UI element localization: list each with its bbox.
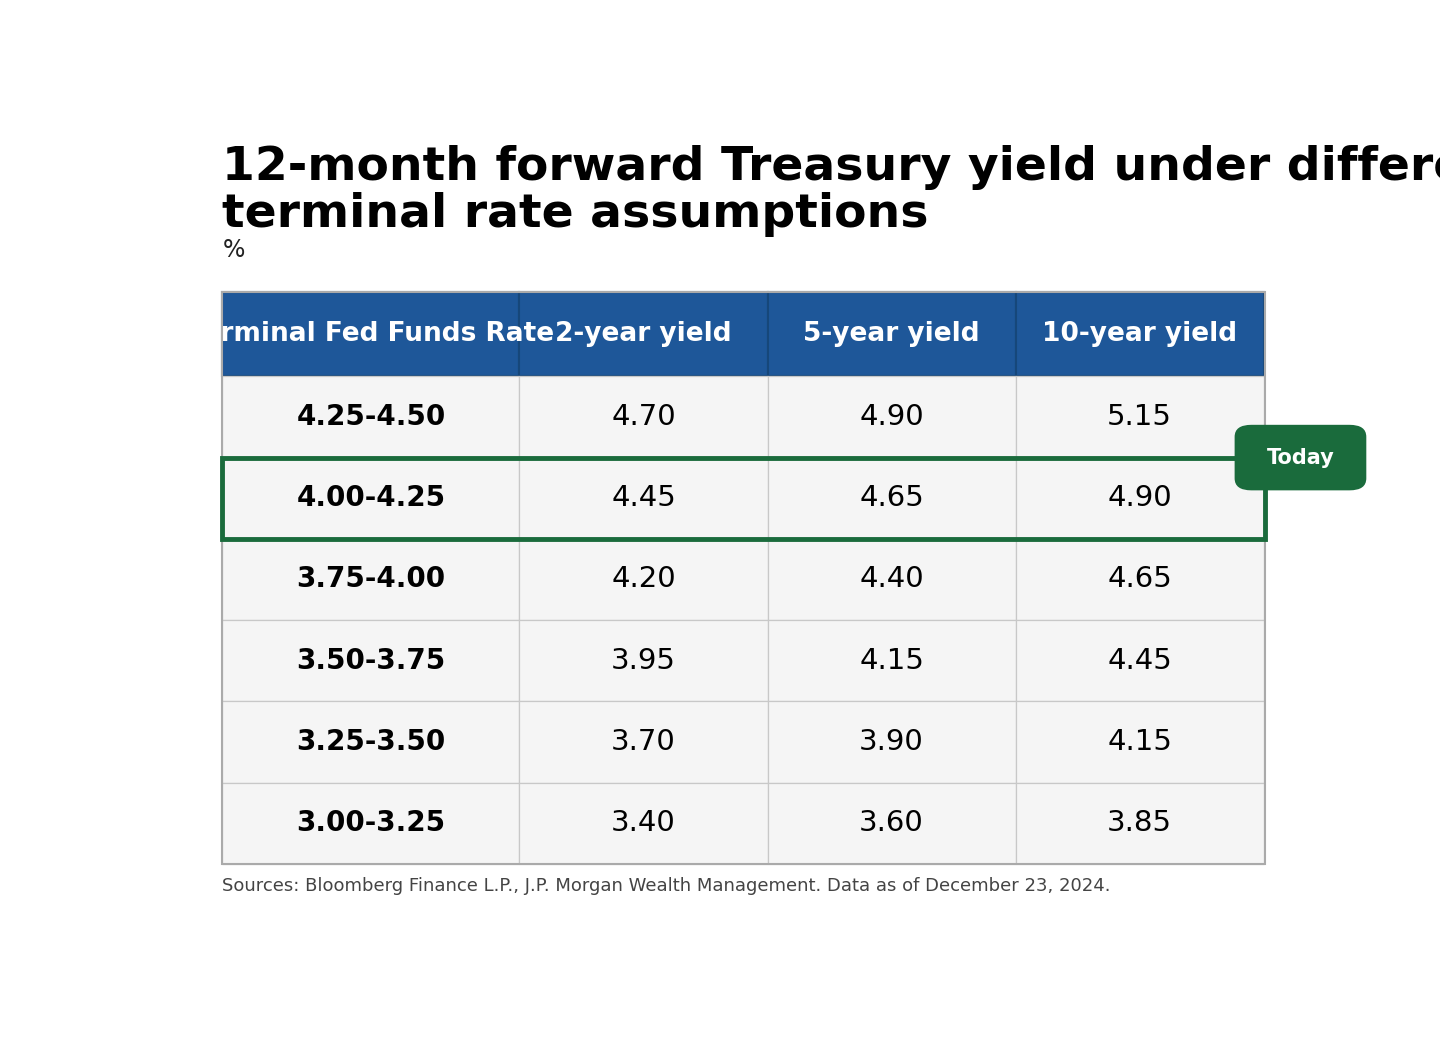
Bar	[768, 293, 1015, 377]
Text: 3.70: 3.70	[611, 728, 675, 756]
Text: 4.45: 4.45	[1107, 647, 1172, 675]
Text: 3.25-3.50: 3.25-3.50	[297, 728, 445, 756]
Text: 4.40: 4.40	[860, 566, 924, 594]
Bar	[520, 702, 768, 783]
Bar	[520, 783, 768, 864]
Bar	[1015, 293, 1264, 377]
Bar	[520, 539, 768, 620]
Text: terminal rate assumptions: terminal rate assumptions	[222, 192, 929, 238]
Bar	[222, 783, 520, 864]
Bar	[768, 702, 1015, 783]
Bar	[768, 458, 1015, 539]
Text: 10-year yield: 10-year yield	[1043, 322, 1237, 348]
Bar	[222, 458, 520, 539]
Bar	[1015, 620, 1264, 702]
Text: 2-year yield: 2-year yield	[556, 322, 732, 348]
Text: 4.20: 4.20	[611, 566, 675, 594]
Bar	[1015, 539, 1264, 620]
Text: Sources: Bloomberg Finance L.P., J.P. Morgan Wealth Management. Data as of Decem: Sources: Bloomberg Finance L.P., J.P. Mo…	[222, 877, 1110, 896]
Bar	[520, 620, 768, 702]
Text: 5-year yield: 5-year yield	[804, 322, 979, 348]
Text: 3.90: 3.90	[860, 728, 924, 756]
Bar	[520, 377, 768, 458]
Bar	[520, 458, 768, 539]
Bar	[1015, 377, 1264, 458]
Text: 3.95: 3.95	[611, 647, 675, 675]
Bar	[520, 293, 768, 377]
Text: 4.90: 4.90	[1107, 484, 1172, 512]
Text: 4.70: 4.70	[611, 403, 675, 431]
Text: 12-month forward Treasury yield under different: 12-month forward Treasury yield under di…	[222, 144, 1440, 190]
Text: 4.00-4.25: 4.00-4.25	[297, 484, 445, 512]
Text: 3.60: 3.60	[860, 810, 924, 838]
Text: 3.85: 3.85	[1107, 810, 1172, 838]
Text: 4.65: 4.65	[860, 484, 924, 512]
Text: 3.00-3.25: 3.00-3.25	[297, 810, 445, 838]
Bar	[222, 293, 1264, 864]
FancyBboxPatch shape	[1234, 425, 1367, 490]
Text: %: %	[222, 238, 245, 262]
Text: 4.25-4.50: 4.25-4.50	[297, 403, 445, 431]
Text: 3.50-3.75: 3.50-3.75	[297, 647, 445, 675]
Bar	[768, 783, 1015, 864]
Bar	[222, 458, 1264, 539]
Bar	[1015, 702, 1264, 783]
Text: 4.90: 4.90	[860, 403, 924, 431]
Text: 3.75-4.00: 3.75-4.00	[297, 566, 445, 594]
Text: 4.45: 4.45	[611, 484, 675, 512]
Bar	[222, 377, 520, 458]
Bar	[222, 620, 520, 702]
Text: Terminal Fed Funds Rate: Terminal Fed Funds Rate	[187, 322, 554, 348]
Bar	[768, 539, 1015, 620]
Bar	[222, 293, 520, 377]
Text: 3.40: 3.40	[611, 810, 675, 838]
Text: 4.65: 4.65	[1107, 566, 1172, 594]
Bar	[768, 620, 1015, 702]
Bar	[222, 702, 520, 783]
Bar	[222, 539, 520, 620]
Text: Today: Today	[1267, 447, 1335, 467]
Bar	[768, 377, 1015, 458]
Bar	[1015, 783, 1264, 864]
Text: 5.15: 5.15	[1107, 403, 1172, 431]
Text: 4.15: 4.15	[860, 647, 924, 675]
Text: 4.15: 4.15	[1107, 728, 1172, 756]
Bar	[1015, 458, 1264, 539]
